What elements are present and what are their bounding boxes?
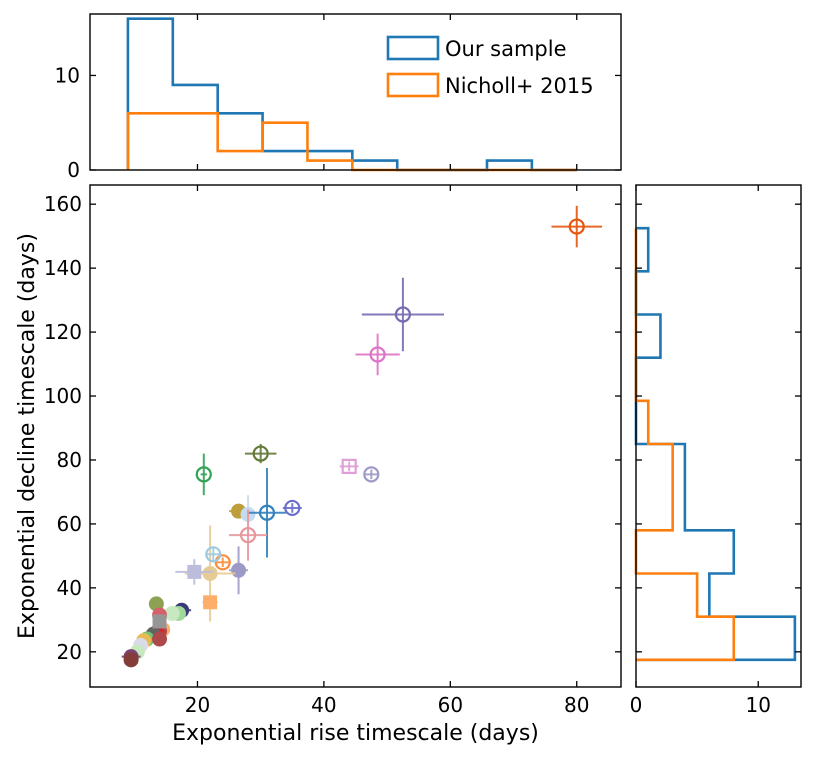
- y-tick-label-0: 20: [57, 640, 82, 664]
- x-axis-label: Exponential rise timescale (days): [172, 721, 539, 746]
- top-histogram-panel: 0 10 Our sample Nicholl+ 2015: [55, 13, 622, 182]
- filled-circle-point-19: [123, 652, 139, 668]
- filled-circle-point-2: [231, 562, 247, 578]
- right-x-tick-label-1: 10: [745, 693, 770, 717]
- y-tick-label-5: 120: [44, 320, 82, 344]
- legend-label-1: Nicholl+ 2015: [445, 74, 594, 98]
- open-circle-point-6: [284, 499, 301, 517]
- scatter-panel: 20 40 60 8020406080100120140160Exponential …: [15, 184, 622, 746]
- right-x-tick-label-0: 0: [630, 693, 643, 717]
- open-circle-point-3: [252, 445, 269, 462]
- y-tick-label-1: 40: [57, 576, 82, 600]
- open-circle-point-1: [394, 306, 412, 323]
- legend-swatch-0: [386, 35, 440, 61]
- open-circle-point-2: [369, 346, 386, 363]
- filled-circle-point-15: [152, 631, 168, 647]
- right-hist-frame: [635, 184, 802, 688]
- open-circle-point-4: [195, 466, 212, 483]
- right-histogram-panel: 0 10: [630, 184, 802, 717]
- open-circle-point-0: [568, 218, 585, 235]
- filled-square-point-2: [152, 614, 167, 629]
- y-axis-label: Exponential decline timescale (days): [15, 233, 40, 639]
- y-tick-label-4: 100: [44, 384, 82, 408]
- filled-circle-point-3: [202, 565, 218, 581]
- open-circle-point-10: [205, 546, 222, 563]
- y-tick-label-3: 80: [57, 448, 82, 472]
- x-tick-label-0: 20: [185, 693, 210, 717]
- y-tick-label-6: 140: [44, 256, 82, 280]
- legend-label-0: Our sample: [445, 37, 567, 61]
- top-hist-series-0: [126, 17, 577, 172]
- x-tick-label-3: 80: [564, 693, 589, 717]
- x-tick-label-1: 40: [311, 693, 336, 717]
- open-circle-point-7: [258, 504, 276, 521]
- open-square-point-0: [341, 458, 357, 474]
- top-hist-frame: [89, 13, 622, 171]
- open-circle-point-5: [363, 466, 380, 483]
- x-tick-label-2: 60: [438, 693, 463, 717]
- filled-square-point-1: [203, 595, 218, 610]
- scatter-frame: [89, 184, 622, 688]
- y-tick-label-7: 160: [44, 192, 82, 216]
- filled-square-point-0: [187, 564, 202, 579]
- top-y-tick-label-0: 0: [67, 158, 80, 182]
- filled-circle-point-6: [164, 605, 180, 621]
- legend-swatch-1: [386, 72, 440, 98]
- top-y-tick-label-1: 10: [55, 63, 80, 87]
- open-circle-point-8: [239, 527, 257, 544]
- open-circle-point-9: [214, 554, 231, 571]
- y-tick-label-2: 60: [57, 512, 82, 536]
